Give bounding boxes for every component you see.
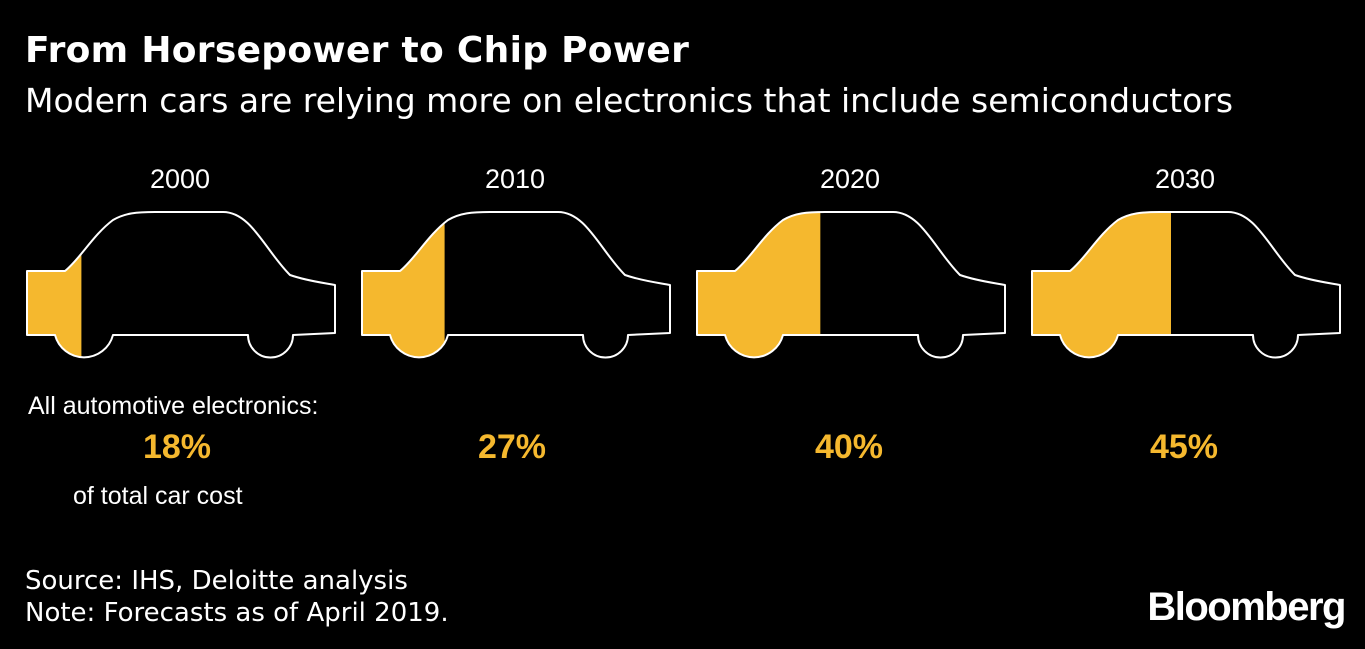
forecast-note: Note: Forecasts as of April 2019. (25, 598, 449, 628)
percent-label: 27% (477, 428, 547, 466)
car-outline (1031, 211, 1341, 359)
electronics-share-fill (362, 212, 445, 358)
bloomberg-logo: Bloomberg (1147, 585, 1346, 629)
car-outline (26, 211, 336, 359)
source-note: Source: IHS, Deloitte analysis (25, 566, 408, 596)
electronics-share-fill (1032, 212, 1171, 358)
electronics-label: All automotive electronics: (28, 392, 319, 420)
cost-label: of total car cost (73, 482, 243, 510)
percent-label: 45% (1149, 428, 1219, 466)
electronics-share-fill (27, 212, 82, 358)
electronics-share-fill (697, 212, 821, 358)
percent-label: 18% (142, 428, 212, 466)
chart-title: From Horsepower to Chip Power (25, 30, 690, 71)
car-icon (696, 211, 1006, 359)
year-label: 2010 (484, 164, 546, 194)
car-outline (361, 211, 671, 359)
year-label: 2030 (1154, 164, 1216, 194)
car-icon (26, 211, 336, 359)
year-label: 2020 (819, 164, 881, 194)
car-icon (1031, 211, 1341, 359)
chart-subtitle: Modern cars are relying more on electron… (25, 81, 1234, 120)
car-icon (361, 211, 671, 359)
percent-label: 40% (814, 428, 884, 466)
car-outline (696, 211, 1006, 359)
year-label: 2000 (149, 164, 211, 194)
